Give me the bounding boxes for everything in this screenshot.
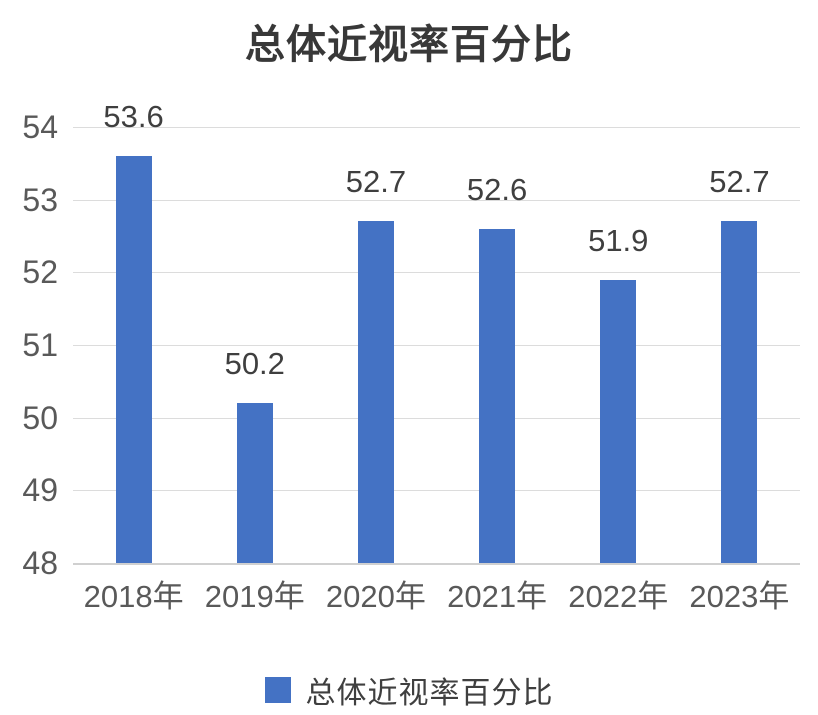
x-axis-category-label: 2022年 bbox=[568, 579, 669, 614]
chart-title: 总体近视率百分比 bbox=[245, 21, 573, 68]
bar bbox=[115, 156, 152, 563]
x-axis-category-label: 2021年 bbox=[447, 579, 548, 614]
bar-data-label: 52.7 bbox=[709, 164, 770, 200]
bar-data-label: 52.6 bbox=[466, 171, 528, 207]
legend-swatch-icon bbox=[264, 677, 291, 703]
x-axis-category-label: 2020年 bbox=[325, 579, 426, 614]
legend-label: 总体近视率百分比 bbox=[305, 676, 554, 711]
gridline bbox=[73, 345, 800, 346]
y-axis-tick-label: 54 bbox=[22, 109, 58, 145]
y-axis-tick-label: 51 bbox=[22, 327, 58, 363]
gridline bbox=[73, 272, 800, 274]
y-axis-tick-label: 53 bbox=[22, 181, 58, 218]
bar-data-label: 52.7 bbox=[345, 164, 407, 200]
legend: 总体近视率百分比 bbox=[0, 668, 818, 712]
bar bbox=[236, 403, 273, 563]
plot-area: 54 53 52 51 50 49 48 53.6 50.2 52.7 52.6 51.9 52.7 bbox=[22, 100, 800, 581]
x-axis-category-label: 2018年 bbox=[83, 579, 184, 614]
y-axis-tick-label: 48 bbox=[22, 545, 58, 581]
x-axis-line bbox=[73, 563, 800, 565]
x-axis-category-label: 2019年 bbox=[204, 579, 305, 614]
bar bbox=[600, 279, 637, 563]
bar-data-label: 53.6 bbox=[103, 99, 164, 135]
bar-data-label: 50.2 bbox=[224, 346, 285, 382]
bar bbox=[479, 228, 516, 563]
y-axis-tick-label: 50 bbox=[22, 399, 58, 436]
bar-data-label: 51.9 bbox=[588, 222, 649, 258]
y-axis-tick-label: 49 bbox=[22, 472, 58, 509]
gridline bbox=[73, 417, 800, 419]
gridline bbox=[73, 490, 800, 492]
bar bbox=[721, 221, 758, 563]
y-axis-tick-label: 52 bbox=[22, 254, 58, 291]
gridline bbox=[73, 127, 800, 128]
bar bbox=[357, 221, 394, 563]
x-axis: 2018年 2019年 2020年 2021年 2022年 2023年 bbox=[73, 577, 800, 621]
gridline bbox=[73, 199, 800, 201]
x-axis-category-label: 2023年 bbox=[689, 579, 790, 614]
